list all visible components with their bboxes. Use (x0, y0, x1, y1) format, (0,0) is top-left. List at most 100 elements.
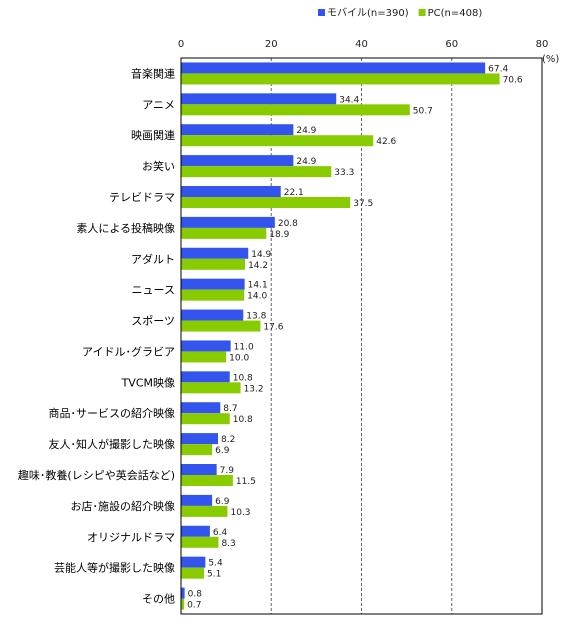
data-label: 18.9 (269, 230, 289, 240)
category-label: 音楽関連 (131, 66, 175, 80)
unit-label: (%) (542, 54, 559, 65)
data-label: 0.8 (188, 590, 203, 600)
data-label: 8.3 (221, 539, 235, 549)
bar (181, 186, 281, 197)
bar (181, 567, 205, 579)
bar (181, 587, 185, 599)
data-label: 50.7 (413, 106, 433, 116)
category-label: アダルト (131, 252, 175, 266)
data-label: 10.3 (230, 508, 250, 518)
category-label: 素人による投稿映像 (76, 221, 175, 235)
data-label: 8.7 (223, 404, 237, 414)
data-label: 6.4 (213, 528, 228, 538)
bar (181, 62, 486, 74)
bar (181, 278, 245, 290)
data-label: 14.2 (248, 261, 268, 271)
bar (181, 525, 210, 537)
category-label: オリジナルドラマ (87, 531, 175, 544)
bar (181, 556, 206, 568)
category-label: 映画関連 (131, 128, 175, 142)
x-axis-ticks: 0 20 40 60 80 (178, 39, 549, 50)
x-tick-label: 40 (355, 39, 368, 50)
category-label: ニュース (132, 284, 175, 297)
gridlines (270, 58, 453, 614)
category-label: 芸能人等が撮影した映像 (54, 561, 175, 575)
bar (181, 505, 228, 517)
bar (181, 382, 241, 394)
category-label: お店･施設の紹介映像 (71, 499, 176, 513)
legend-label: モバイル(n=390) (327, 7, 409, 19)
bar (181, 371, 230, 383)
data-label: 14.1 (248, 281, 268, 291)
data-label: 11.0 (234, 342, 254, 352)
bar (181, 351, 227, 363)
bars: 67.470.6 34.4 50.7 24.9 42.6 24.9 33.3 22.1 37.5… (181, 62, 523, 611)
bar (181, 216, 275, 228)
legend-swatch (418, 9, 426, 16)
bar (181, 227, 267, 239)
bar (181, 433, 219, 445)
data-label: 8.2 (221, 435, 235, 445)
x-tick-label: 80 (536, 39, 549, 50)
bar (181, 135, 374, 147)
category-label: 趣味･教養(レシピや英会話など) (18, 468, 175, 482)
legend-swatch (318, 9, 325, 16)
data-label: 13.8 (246, 312, 266, 322)
data-label: 20.8 (278, 219, 298, 229)
plot-frame (180, 57, 543, 615)
bar (181, 247, 249, 259)
data-label: 24.9 (296, 157, 316, 167)
data-label: 24.9 (296, 126, 316, 136)
data-label: 42.6 (376, 137, 396, 147)
data-label: 37.5 (353, 199, 373, 209)
bar (181, 124, 294, 136)
data-label: 7.9 (220, 466, 235, 476)
bar (181, 598, 185, 610)
bar (181, 73, 500, 85)
category-label: アイドル･グラビア (82, 344, 175, 358)
category-label: スポーツ (131, 315, 175, 328)
category-label: アニメ (142, 98, 175, 111)
bar (181, 444, 213, 456)
bar (181, 340, 231, 352)
bar (181, 464, 217, 475)
x-tick-label: 60 (445, 39, 458, 50)
bar (181, 197, 351, 208)
category-label: TVCM映像 (121, 376, 175, 389)
data-label: 5.1 (207, 570, 221, 580)
category-label: お笑い (142, 159, 175, 173)
legend: モバイル(n=390) PC(n=408) (318, 7, 482, 19)
bar (181, 475, 233, 486)
category-label: 友人･知人が撮影した映像 (49, 437, 176, 451)
bar (181, 104, 410, 116)
bar (181, 258, 246, 270)
data-label: 5.4 (208, 559, 223, 569)
data-label: 33.3 (334, 168, 354, 178)
bar (181, 155, 294, 167)
data-label: 70.6 (503, 75, 523, 85)
x-tick-label: 20 (265, 39, 278, 50)
bar (181, 166, 332, 178)
data-label: 13.2 (244, 384, 264, 394)
bar (181, 402, 221, 414)
bar (181, 289, 245, 301)
data-label: 11.5 (236, 477, 256, 487)
data-label: 10.8 (233, 373, 253, 383)
data-label: 14.9 (251, 250, 271, 260)
data-label: 22.1 (284, 188, 304, 198)
bar (181, 494, 213, 506)
data-label: 6.9 (215, 497, 230, 507)
data-label: 0.7 (187, 601, 201, 611)
bar (181, 413, 230, 425)
data-label: 10.8 (233, 415, 253, 425)
bar (181, 536, 219, 548)
data-label: 14.0 (247, 292, 267, 302)
data-label: 34.4 (339, 95, 359, 105)
category-labels: 音楽関連アニメ映画関連お笑いテレビドラマ素人による投稿映像アダルトニューススポー… (18, 66, 175, 605)
data-label: 67.4 (488, 64, 508, 74)
data-label: 6.9 (215, 446, 230, 456)
category-label: その他 (142, 593, 175, 606)
category-label: テレビドラマ (109, 191, 175, 204)
bar (181, 309, 244, 321)
